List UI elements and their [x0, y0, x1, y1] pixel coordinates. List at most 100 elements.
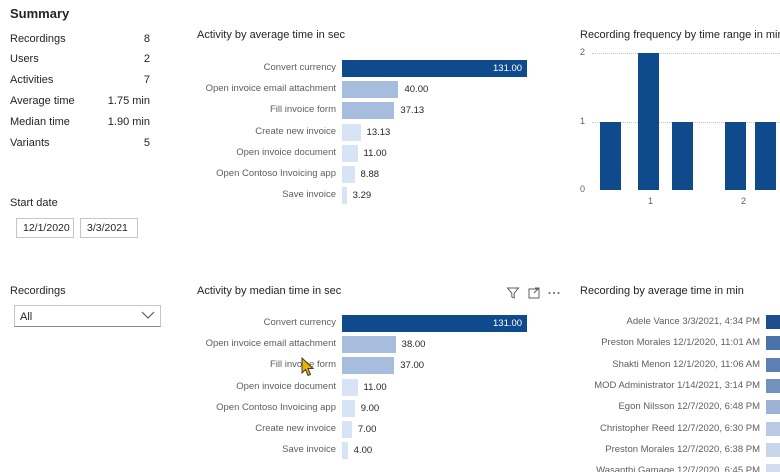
- bar[interactable]: [342, 315, 527, 332]
- bar-value-label: 13.13: [366, 126, 391, 138]
- bar-category-label: Open Contoso Invoicing app: [216, 168, 336, 179]
- bar-category-label: Open invoice email attachment: [205, 83, 336, 95]
- recording-bar[interactable]: [766, 357, 780, 372]
- summary-stat-value: 5: [143, 137, 150, 149]
- start-date-input[interactable]: 12/1/2020: [16, 218, 74, 238]
- y-axis-tick-label: 0: [580, 184, 586, 194]
- bar[interactable]: [342, 187, 347, 205]
- recording-bar[interactable]: [766, 442, 780, 457]
- bar-category-label: Convert currency: [263, 62, 336, 73]
- recordings-dropdown-value: All: [20, 311, 33, 323]
- column-bar[interactable]: [600, 121, 621, 190]
- frequency-chart-title: Recording frequency by time range in min: [580, 29, 780, 41]
- bar[interactable]: [342, 144, 358, 162]
- filter-icon[interactable]: [506, 286, 520, 300]
- recording-avg-chart-title: Recording by average time in min: [580, 285, 744, 297]
- recording-label: Shakti Menon 12/1/2020, 11:06 AM: [612, 358, 760, 370]
- bar-category-label: Open Contoso Invoicing app: [216, 401, 336, 413]
- recording-bar[interactable]: [766, 421, 780, 436]
- bar-value-label: 11.00: [363, 381, 387, 393]
- summary-stat-row: Average time 1.75 min: [10, 93, 150, 111]
- bar[interactable]: [342, 399, 355, 417]
- column-bar[interactable]: [638, 53, 659, 190]
- recording-bar[interactable]: [766, 378, 780, 393]
- bar[interactable]: [342, 102, 395, 120]
- recording-bar[interactable]: [766, 315, 780, 329]
- x-axis-tick-label: 1: [648, 196, 654, 206]
- recording-label: Christopher Reed 12/7/2020, 6:30 PM: [599, 422, 760, 434]
- bar[interactable]: [342, 357, 395, 375]
- focus-mode-icon[interactable]: [527, 286, 541, 300]
- summary-title: Summary: [10, 6, 70, 21]
- bar[interactable]: [342, 81, 399, 99]
- bar[interactable]: [342, 166, 355, 183]
- column-bar[interactable]: [672, 121, 693, 190]
- summary-stat-row: Users 2: [10, 51, 150, 69]
- bar-value-label: 8.88: [360, 169, 380, 180]
- bar-category-label: Open invoice document: [236, 380, 336, 392]
- summary-stat-row: Median time 1.90 min: [10, 114, 150, 132]
- recording-label: Preston Morales 12/7/2020, 6:38 PM: [605, 443, 760, 455]
- recording-bar[interactable]: [766, 336, 780, 351]
- summary-stat-label: Median time: [10, 116, 70, 128]
- recording-bar[interactable]: [766, 400, 780, 415]
- summary-stat-value: 8: [143, 33, 150, 45]
- gridline: [592, 53, 780, 54]
- summary-stat-value: 1.75 min: [107, 95, 150, 107]
- bar-value-label: 37.13: [400, 105, 425, 117]
- recording-label: MOD Administrator 1/14/2021, 3:14 PM: [594, 379, 760, 391]
- column-bar[interactable]: [725, 121, 746, 190]
- column-bar[interactable]: [755, 121, 776, 190]
- bar-category-label: Save invoice: [282, 189, 336, 201]
- bar-value-label: 38.00: [401, 339, 426, 351]
- x-axis-tick-label: 2: [741, 196, 747, 206]
- recording-label: Preston Morales 12/1/2020, 11:01 AM: [601, 337, 760, 349]
- recordings-dropdown[interactable]: All: [14, 305, 161, 327]
- bar-value-label: 3.29: [352, 190, 372, 202]
- y-axis-tick-label: 2: [580, 47, 586, 57]
- end-date-input[interactable]: 3/3/2021: [80, 218, 138, 238]
- bar[interactable]: [342, 60, 527, 77]
- chevron-down-icon: [141, 309, 155, 324]
- bar[interactable]: [342, 442, 348, 460]
- bar-value-label: 131.00: [493, 318, 523, 329]
- y-axis-tick-label: 1: [580, 115, 586, 126]
- bar-value-label: 37.00: [400, 360, 425, 372]
- summary-stat-label: Recordings: [10, 33, 66, 45]
- start-date-label: Start date: [10, 197, 58, 209]
- bar[interactable]: [342, 421, 352, 438]
- summary-stat-value: 2: [143, 53, 150, 65]
- bar-value-label: 7.00: [357, 424, 377, 435]
- median-time-chart-title: Activity by median time in sec: [197, 285, 342, 297]
- summary-stat-value: 1.90 min: [107, 116, 150, 128]
- summary-stat-label: Average time: [10, 95, 75, 107]
- bar-category-label: Create new invoice: [255, 423, 336, 434]
- bar-category-label: Open invoice email attachment: [205, 338, 336, 350]
- bar-category-label: Convert currency: [263, 317, 336, 328]
- recording-label: Egon Nilsson 12/7/2020, 6:48 PM: [618, 401, 760, 413]
- bar-value-label: 9.00: [360, 402, 380, 414]
- bar[interactable]: [342, 378, 358, 396]
- recording-label: Wasanthi Gamage 12/7/2020, 6:45 PM: [596, 465, 760, 472]
- summary-stat-label: Users: [10, 53, 39, 65]
- recording-bar[interactable]: [766, 464, 780, 472]
- bar-value-label: 4.00: [353, 445, 373, 457]
- mouse-cursor-icon: [301, 356, 315, 382]
- bar-category-label: Fill invoice form: [270, 104, 336, 116]
- bar-category-label: Open invoice document: [236, 146, 336, 158]
- bar-value-label: 11.00: [363, 147, 387, 159]
- bar[interactable]: [342, 123, 361, 141]
- bar-value-label: 131.00: [493, 63, 523, 74]
- bar-category-label: Save invoice: [282, 444, 336, 456]
- summary-stat-label: Variants: [10, 137, 50, 149]
- more-options-icon[interactable]: [547, 286, 561, 300]
- bar-value-label: 40.00: [404, 84, 429, 96]
- avg-time-chart-title: Activity by average time in sec: [197, 29, 345, 41]
- recordings-filter-label: Recordings: [10, 285, 66, 297]
- summary-stat-label: Activities: [10, 74, 54, 86]
- bar[interactable]: [342, 336, 396, 354]
- summary-stat-row: Variants 5: [10, 135, 150, 153]
- summary-stat-row: Recordings 8: [10, 31, 150, 49]
- bar-category-label: Create new invoice: [255, 125, 336, 137]
- summary-stat-row: Activities 7: [10, 72, 150, 90]
